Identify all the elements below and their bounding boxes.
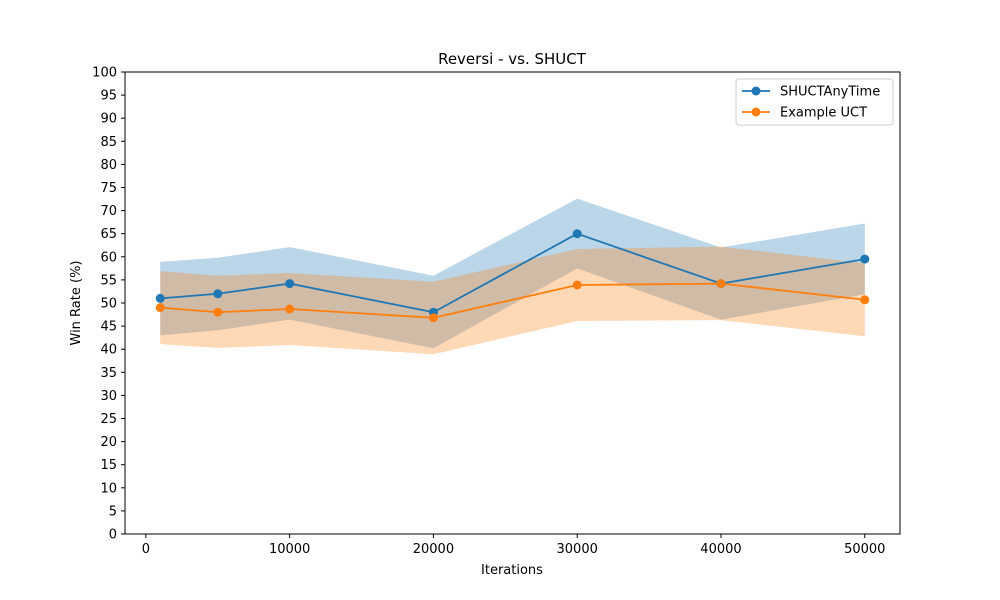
chart-title: Reversi - vs. SHUCT — [438, 50, 587, 68]
y-tick-label: 0 — [109, 528, 117, 543]
y-tick-label: 75 — [100, 181, 117, 196]
data-point — [213, 307, 223, 317]
y-tick-label: 60 — [100, 250, 117, 265]
data-point — [716, 279, 726, 289]
legend-marker-2 — [751, 107, 761, 117]
y-tick-label: 20 — [100, 435, 117, 450]
data-point — [860, 254, 870, 264]
legend-marker-1 — [751, 86, 761, 96]
data-point — [285, 304, 295, 314]
y-tick-label: 5 — [109, 504, 117, 519]
y-tick-label: 30 — [100, 389, 117, 404]
x-tick-label: 30000 — [557, 542, 598, 557]
y-axis-label: Win Rate (%) — [69, 261, 84, 346]
data-point — [572, 280, 582, 290]
legend: SHUCTAnyTime Example UCT — [735, 78, 894, 126]
y-tick-label: 40 — [100, 343, 117, 358]
series-points — [155, 229, 870, 323]
legend-label-1: SHUCTAnyTime — [780, 85, 880, 100]
data-point — [213, 289, 223, 299]
y-tick-label: 25 — [100, 412, 117, 427]
x-tick-label: 10000 — [269, 542, 310, 557]
x-tick-label: 50000 — [844, 542, 885, 557]
data-point — [572, 229, 582, 239]
y-tick-label: 10 — [100, 481, 117, 496]
x-axis-label: Iterations — [481, 563, 543, 578]
x-tick-label: 20000 — [413, 542, 454, 557]
legend-label-2: Example UCT — [780, 106, 867, 121]
x-tick-label: 40000 — [700, 542, 741, 557]
data-point — [285, 279, 295, 289]
data-point — [155, 303, 165, 313]
y-tick-label: 100 — [92, 66, 117, 81]
legend-box — [735, 78, 894, 126]
y-tick-label: 55 — [100, 273, 117, 288]
data-point — [860, 295, 870, 305]
data-point — [428, 313, 438, 323]
x-tick-label: 0 — [142, 542, 150, 557]
y-tick-label: 15 — [100, 458, 117, 473]
y-tick-label: 70 — [100, 204, 117, 219]
y-tick-label: 50 — [100, 297, 117, 312]
data-point — [155, 293, 165, 303]
y-tick-label: 90 — [100, 112, 117, 127]
y-tick-label: 95 — [100, 89, 117, 104]
axes: 0 10000 20000 30000 40000 50000 0 5 10 15 20 25 30 35… — [92, 66, 901, 557]
y-tick-label: 35 — [100, 366, 117, 381]
y-tick-label: 80 — [100, 158, 117, 173]
y-tick-label: 45 — [100, 320, 117, 335]
y-tick-label: 65 — [100, 227, 117, 242]
y-tick-label: 85 — [100, 135, 117, 150]
confidence-band-1 — [160, 198, 865, 349]
